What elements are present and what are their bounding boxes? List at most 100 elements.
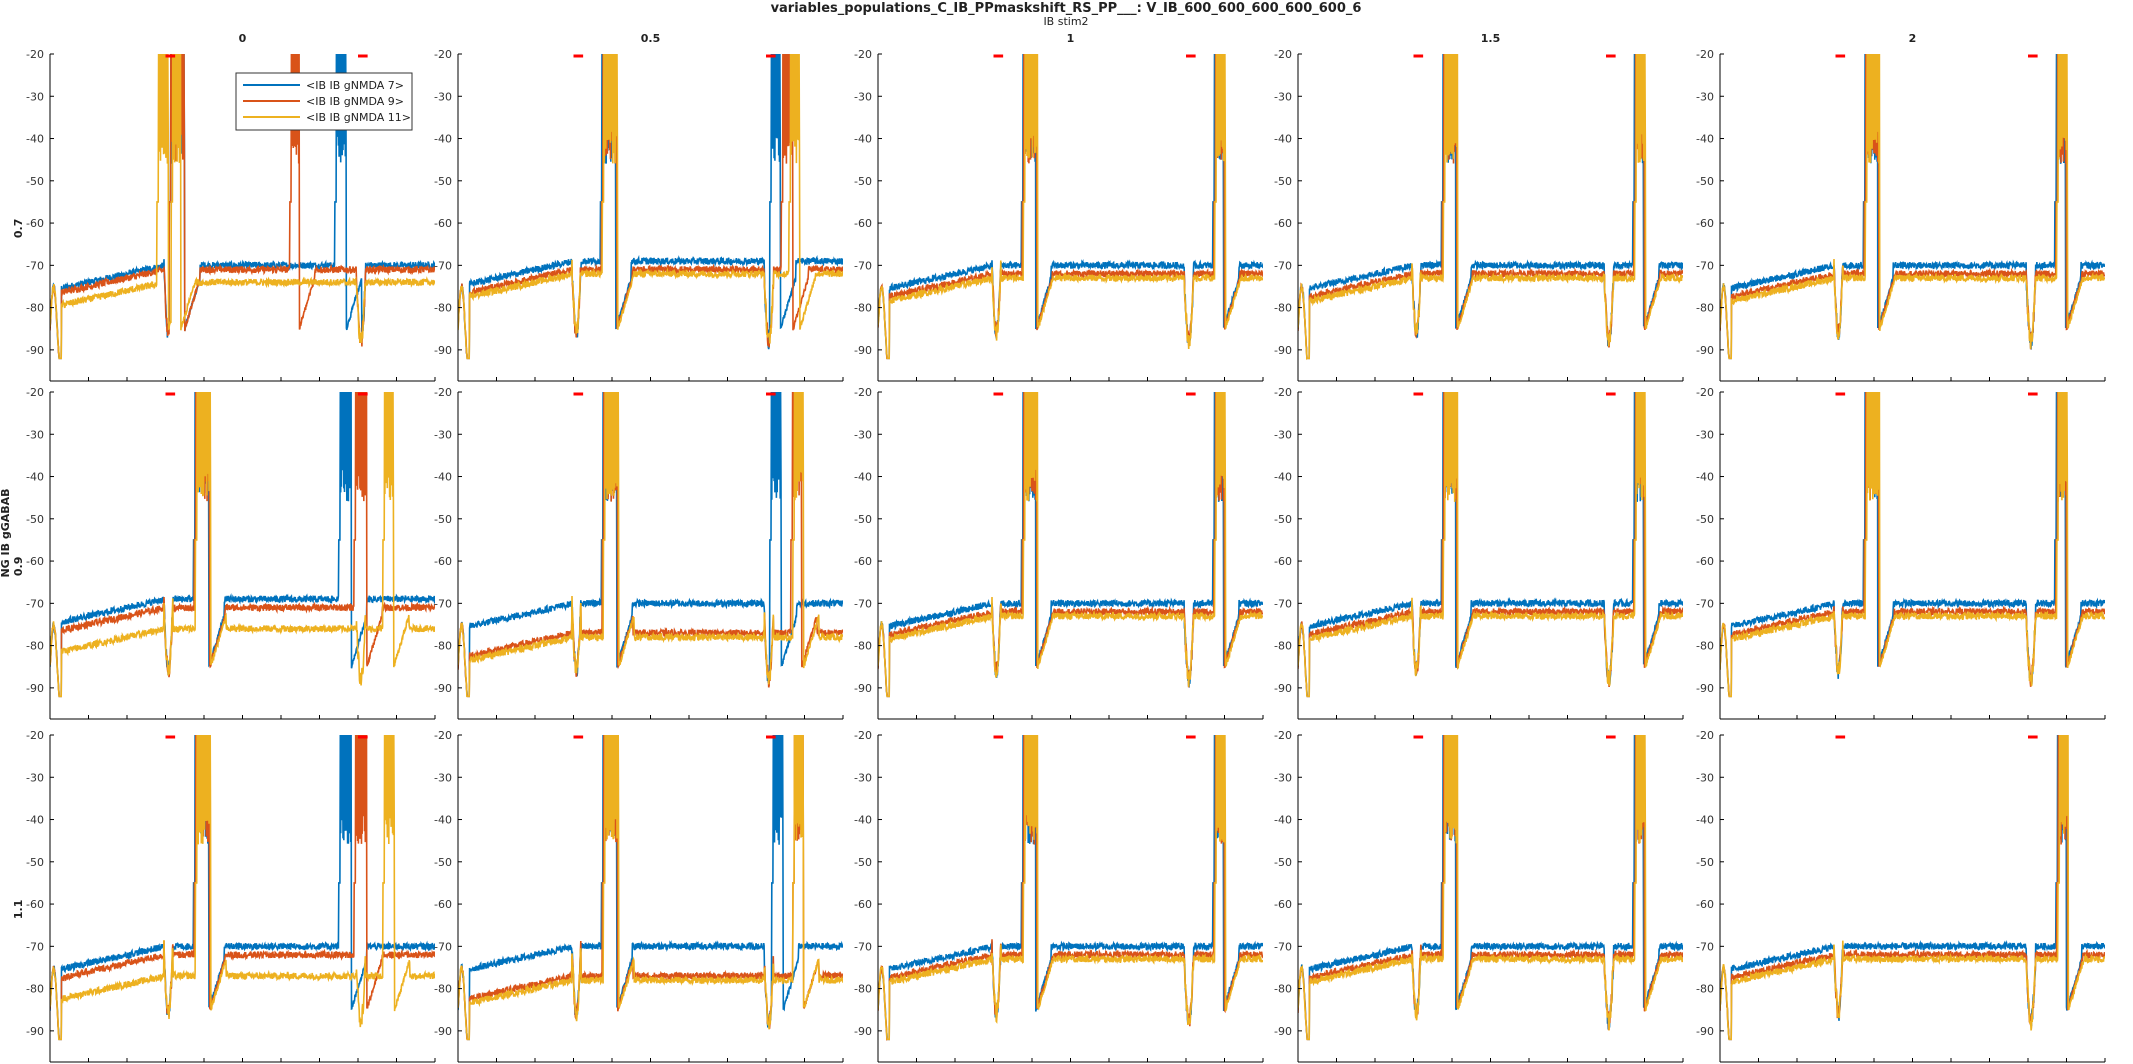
series-line-1	[1298, 734, 1683, 1041]
y-tick-label: -50	[854, 175, 872, 188]
y-tick-label: -30	[854, 428, 872, 441]
legend-entry: <IB IB gNMDA 9>	[306, 95, 404, 108]
y-tick-label: -70	[26, 940, 44, 953]
y-tick-label: -20	[1274, 729, 1292, 742]
legend: <IB IB gNMDA 7> <IB IB gNMDA 9> <IB IB gNM…	[235, 72, 413, 131]
y-tick-label: -90	[434, 682, 452, 695]
y-tick-label: -70	[1696, 259, 1714, 272]
y-tick-label: -20	[1696, 48, 1714, 61]
series-line-1	[458, 734, 843, 1041]
series-line-2	[878, 391, 1263, 698]
series-line-2	[878, 53, 1263, 360]
y-tick-label: -80	[854, 302, 872, 315]
y-tick-label: -70	[26, 597, 44, 610]
y-tick-label: -40	[1696, 133, 1714, 146]
column-header: 1	[1067, 32, 1075, 45]
panel-r1-c2: -20 -30 -40 -50 -60 -70 -80 -90	[854, 386, 1264, 720]
panel-r1-c0: 0.9 -20 -30 -40 -50 -60 -70 -80 -90	[12, 386, 436, 720]
row-variable-label: NG IB gGABAB	[0, 488, 12, 577]
y-tick-label: -20	[434, 729, 452, 742]
y-tick-label: -70	[434, 940, 452, 953]
y-tick-label: -70	[854, 597, 872, 610]
y-tick-label: -50	[854, 513, 872, 526]
series-line-2	[1720, 734, 2105, 1041]
y-tick-label: -60	[434, 898, 452, 911]
y-tick-label: -50	[26, 856, 44, 869]
y-tick-label: -90	[434, 1025, 452, 1038]
row-header: 1.1	[12, 900, 25, 920]
panel-r1-c1: -20 -30 -40 -50 -60 -70 -80 -90	[434, 386, 844, 720]
column-header: 2	[1909, 32, 1917, 45]
series-line-1	[1720, 53, 2105, 360]
y-tick-label: -80	[1696, 640, 1714, 653]
series-line-3	[458, 391, 843, 698]
y-tick-label: -20	[26, 48, 44, 61]
y-tick-label: -80	[1696, 302, 1714, 315]
y-tick-label: -30	[854, 90, 872, 103]
y-tick-label: -40	[854, 814, 872, 827]
y-tick-label: -30	[26, 90, 44, 103]
y-tick-label: -20	[1696, 729, 1714, 742]
series-line-2	[50, 53, 435, 360]
y-tick-label: -60	[434, 217, 452, 230]
column-header: 0.5	[641, 32, 661, 45]
y-tick-label: -30	[1696, 771, 1714, 784]
y-tick-label: -20	[434, 48, 452, 61]
y-tick-label: -70	[434, 259, 452, 272]
y-tick-label: -80	[1274, 983, 1292, 996]
panel-grid: 0 0.7 -20 -30 -40 -50 -60 -70 -80 -90 0.5 -20 -30 -40…	[12, 32, 2106, 1063]
y-tick-label: -80	[854, 640, 872, 653]
y-tick-label: -50	[434, 856, 452, 869]
y-tick-label: -90	[434, 344, 452, 357]
y-tick-label: -30	[1696, 428, 1714, 441]
series-line-1	[878, 53, 1263, 360]
y-tick-label: -20	[26, 729, 44, 742]
y-tick-label: -20	[26, 386, 44, 399]
column-header: 1.5	[1481, 32, 1501, 45]
legend-entry: <IB IB gNMDA 7>	[306, 79, 404, 92]
series-line-3	[50, 391, 435, 698]
panel-r0-c2: 1 -20 -30 -40 -50 -60 -70 -80 -90	[854, 32, 1264, 382]
series-line-2	[1720, 53, 2105, 360]
y-tick-label: -70	[26, 259, 44, 272]
y-tick-label: -70	[1696, 940, 1714, 953]
y-tick-label: -70	[1274, 597, 1292, 610]
series-line-2	[1298, 53, 1683, 360]
column-header: 0	[239, 32, 247, 45]
row-header: 0.7	[12, 219, 25, 239]
y-tick-label: -90	[854, 682, 872, 695]
series-line-3	[1720, 734, 2105, 1041]
y-tick-label: -40	[26, 133, 44, 146]
y-tick-label: -30	[1274, 90, 1292, 103]
legend-entry: <IB IB gNMDA 11>	[306, 111, 411, 124]
y-tick-label: -80	[26, 640, 44, 653]
y-tick-label: -50	[1274, 175, 1292, 188]
y-tick-label: -60	[1274, 217, 1292, 230]
y-tick-label: -40	[1274, 471, 1292, 484]
series-line-1	[458, 391, 843, 698]
series-line-2	[878, 734, 1263, 1041]
y-tick-label: -60	[1274, 555, 1292, 568]
y-tick-label: -40	[434, 471, 452, 484]
series-line-3	[1298, 734, 1683, 1041]
y-tick-label: -60	[1696, 217, 1714, 230]
y-tick-label: -20	[1274, 386, 1292, 399]
y-tick-label: -80	[434, 983, 452, 996]
y-tick-label: -40	[1696, 471, 1714, 484]
y-tick-label: -90	[26, 682, 44, 695]
y-tick-label: -90	[854, 1025, 872, 1038]
y-tick-label: -90	[1274, 1025, 1292, 1038]
y-tick-label: -20	[1696, 386, 1714, 399]
y-tick-label: -40	[1274, 133, 1292, 146]
y-tick-label: -30	[434, 428, 452, 441]
y-tick-label: -30	[1274, 771, 1292, 784]
series-line-3	[1298, 53, 1683, 361]
y-tick-label: -50	[1696, 175, 1714, 188]
series-line-3	[1720, 53, 2105, 360]
y-tick-label: -50	[854, 856, 872, 869]
series-line-1	[1720, 734, 2105, 1041]
y-tick-label: -60	[854, 217, 872, 230]
y-tick-label: -80	[1274, 640, 1292, 653]
y-tick-label: -30	[434, 90, 452, 103]
